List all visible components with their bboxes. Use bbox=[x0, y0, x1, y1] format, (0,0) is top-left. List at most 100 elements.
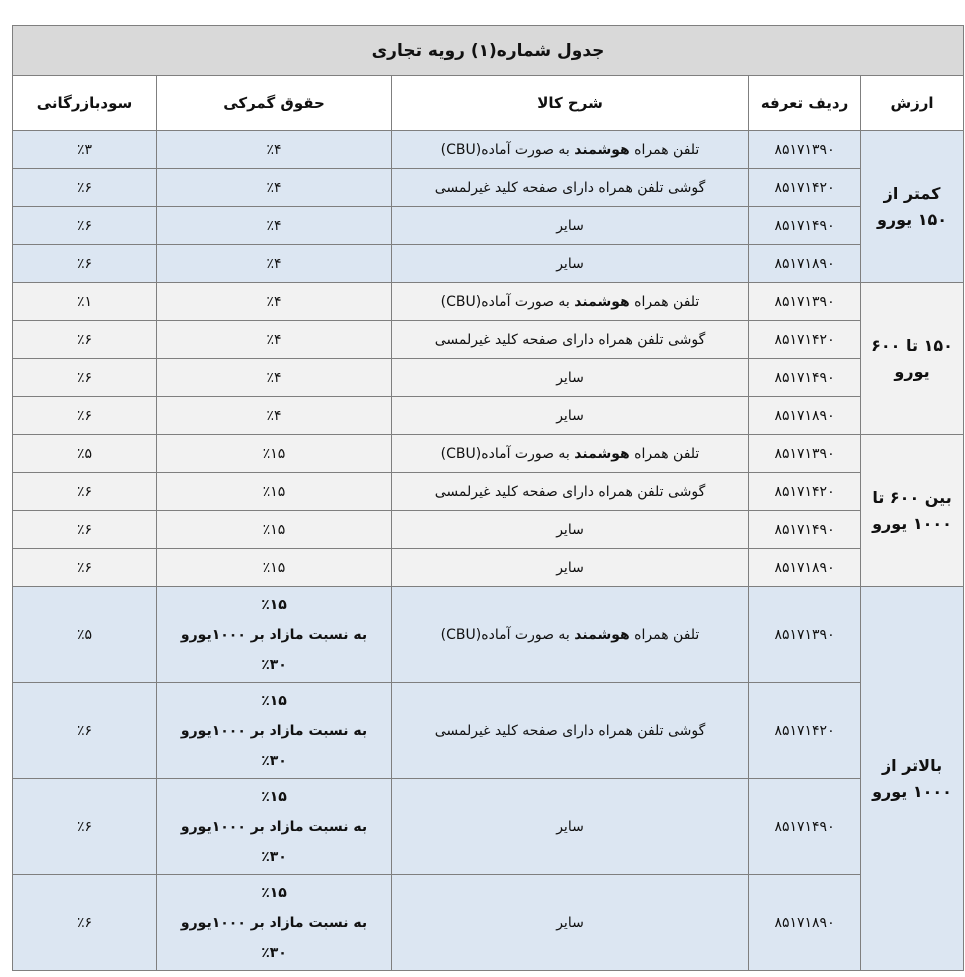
description-cell: تلفن همراه هوشمند به صورت آماده(CBU) bbox=[391, 586, 750, 683]
customs-duty-rate: ٪۴ bbox=[266, 255, 282, 272]
commercial-profit-rate: ٪۶ bbox=[76, 369, 93, 386]
commercial-profit-rate: ٪۶ bbox=[76, 914, 93, 931]
customs-duty-extra-rate: ٪۳۰ bbox=[261, 752, 287, 769]
value-range-label: ۱۰۰۰ یورو bbox=[872, 513, 952, 533]
header-customs-duty: حقوق گمرکی bbox=[156, 75, 393, 131]
customs-duty-cell: ٪۱۵ bbox=[156, 434, 393, 473]
customs-duty-cell: ٪۴ bbox=[156, 320, 393, 359]
commercial-profit-rate: ٪۶ bbox=[76, 407, 93, 424]
table-row: ۸۵۱۷۱۸۹۰ سایر ٪۴ ٪۶ bbox=[11, 396, 964, 435]
description-cell: سایر bbox=[391, 778, 750, 875]
commercial-profit-rate: ٪۶ bbox=[76, 217, 93, 234]
description-cell: سایر bbox=[391, 874, 750, 971]
commercial-profit-cell: ٪۵ bbox=[11, 434, 158, 473]
customs-duty-rate: ٪۴ bbox=[266, 293, 282, 310]
customs-duty-extra-rate: ٪۳۰ bbox=[261, 848, 287, 865]
customs-duty-cell: ٪۴ bbox=[156, 206, 393, 245]
commercial-profit-cell: ٪۶ bbox=[11, 206, 158, 245]
customs-duty-cell: ٪۴ bbox=[156, 244, 393, 283]
tariff-cell: ۸۵۱۷۱۸۹۰ bbox=[748, 548, 862, 587]
description-cell: تلفن همراه هوشمند به صورت آماده(CBU) bbox=[391, 130, 750, 169]
table-row: کمتر از ۱۵۰ یورو ۸۵۱۷۱۳۹۰ تلفن همراه هوشمند… bbox=[11, 130, 965, 283]
tariff-cell: ۸۵۱۷۱۸۹۰ bbox=[748, 244, 862, 283]
commercial-profit-rate: ٪۳ bbox=[76, 141, 93, 158]
value-range-label: بین ۶۰۰ تا bbox=[872, 487, 952, 507]
tariff-cell: ۸۵۱۷۱۳۹۰ bbox=[748, 130, 862, 169]
customs-duty-rate: ٪۴ bbox=[266, 369, 282, 386]
tariff-cell: ۸۵۱۷۱۴۲۰ bbox=[748, 472, 862, 511]
tariff-cell: ۸۵۱۷۱۴۹۰ bbox=[748, 358, 862, 397]
customs-duty-extra-rate: ٪۳۰ bbox=[261, 656, 287, 673]
description-cell: سایر bbox=[391, 510, 750, 549]
customs-duty-cell: ٪۴ bbox=[156, 168, 393, 207]
description-bold: هوشمند bbox=[574, 293, 630, 310]
commercial-profit-cell: ٪۶ bbox=[11, 874, 158, 971]
customs-duty-cell: ٪۴ bbox=[156, 130, 393, 169]
customs-duty-cell: ٪۱۵ bbox=[156, 548, 393, 587]
customs-duty-note: به نسبت مازاد بر ۱۰۰۰یورو bbox=[180, 722, 368, 739]
commercial-profit-cell: ٪۶ bbox=[11, 244, 158, 283]
customs-duty-rate: ٪۱۵ bbox=[261, 884, 287, 901]
tariff-cell: ۸۵۱۷۱۴۲۰ bbox=[748, 168, 862, 207]
commercial-profit-rate: ٪۵ bbox=[76, 445, 93, 462]
commercial-procedure-table: جدول شماره(۱) رویه تجاری ارزش ردیف تعرفه… bbox=[11, 25, 965, 971]
commercial-profit-rate: ٪۱ bbox=[76, 293, 93, 310]
description-cell: گوشی تلفن همراه دارای صفحه کلید غیرلمسی bbox=[391, 682, 750, 779]
table-row: بالاتر از ۱۰۰۰ یورو ۸۵۱۷۱۳۹۰ تلفن همراه هوش… bbox=[11, 586, 965, 971]
customs-duty-note: به نسبت مازاد بر ۱۰۰۰یورو bbox=[180, 626, 368, 643]
customs-duty-extra-rate: ٪۳۰ bbox=[261, 944, 287, 961]
description-cell: سایر bbox=[391, 548, 750, 587]
description-suffix: به صورت آماده(CBU) bbox=[440, 293, 575, 310]
table-row: ۸۵۱۷۱۴۲۰ گوشی تلفن همراه دارای صفحه کلید … bbox=[11, 168, 964, 207]
value-range-label: ۱۰۰۰ یورو bbox=[872, 781, 952, 801]
description-cell: سایر bbox=[391, 396, 750, 435]
commercial-profit-cell: ٪۶ bbox=[11, 396, 158, 435]
description-cell: گوشی تلفن همراه دارای صفحه کلید غیرلمسی bbox=[391, 320, 750, 359]
description-cell: تلفن همراه هوشمند به صورت آماده(CBU) bbox=[391, 434, 750, 473]
commercial-profit-cell: ٪۶ bbox=[11, 168, 158, 207]
table-title: جدول شماره(۱) رویه تجاری bbox=[11, 25, 965, 76]
description-prefix: تلفن همراه bbox=[629, 293, 700, 310]
description-cell: گوشی تلفن همراه دارای صفحه کلید غیرلمسی bbox=[391, 472, 750, 511]
table-row: ۸۵۱۷۱۴۹۰ سایر ٪۱۵ ٪۶ bbox=[11, 510, 964, 549]
commercial-profit-rate: ٪۵ bbox=[76, 626, 93, 643]
table-row: ۸۵۱۷۱۴۲۰ گوشی تلفن همراه دارای صفحه کلید … bbox=[11, 472, 964, 511]
customs-duty-rate: ٪۱۵ bbox=[262, 483, 286, 500]
value-range-cell: کمتر از ۱۵۰ یورو bbox=[860, 130, 965, 283]
commercial-profit-cell: ٪۶ bbox=[11, 682, 158, 779]
description-cell: سایر bbox=[391, 244, 750, 283]
customs-duty-cell: ٪۴ bbox=[156, 396, 393, 435]
value-range-label: بالاتر از bbox=[881, 755, 943, 775]
commercial-profit-rate: ٪۶ bbox=[76, 559, 93, 576]
customs-duty-rate: ٪۱۵ bbox=[262, 521, 286, 538]
tariff-cell: ۸۵۱۷۱۳۹۰ bbox=[748, 586, 862, 683]
commercial-profit-rate: ٪۶ bbox=[76, 818, 93, 835]
customs-duty-rate: ٪۴ bbox=[266, 217, 282, 234]
value-range-cell: ۱۵۰ تا ۶۰۰ یورو bbox=[860, 282, 965, 435]
description-cell: تلفن همراه هوشمند به صورت آماده(CBU) bbox=[391, 282, 750, 321]
tariff-cell: ۸۵۱۷۱۸۹۰ bbox=[748, 396, 862, 435]
value-range-label: یورو bbox=[894, 361, 930, 381]
commercial-profit-rate: ٪۶ bbox=[76, 722, 93, 739]
customs-duty-cell: ٪۱۵ bbox=[156, 472, 393, 511]
customs-duty-cell: ٪۴ bbox=[156, 358, 393, 397]
customs-duty-rate: ٪۱۵ bbox=[261, 692, 287, 709]
header-tariff: ردیف تعرفه bbox=[748, 75, 862, 131]
customs-duty-rate: ٪۱۵ bbox=[261, 596, 287, 613]
commercial-profit-cell: ٪۶ bbox=[11, 778, 158, 875]
header-commercial-profit: سودبازرگانی bbox=[11, 75, 158, 131]
description-suffix: به صورت آماده(CBU) bbox=[440, 445, 575, 462]
customs-duty-rate: ٪۱۵ bbox=[262, 559, 286, 576]
tariff-cell: ۸۵۱۷۱۴۹۰ bbox=[748, 510, 862, 549]
customs-duty-cell: ٪۱۵ به نسبت مازاد بر ۱۰۰۰یورو ٪۳۰ bbox=[156, 874, 393, 971]
commercial-profit-cell: ٪۶ bbox=[11, 472, 158, 511]
description-prefix: تلفن همراه bbox=[629, 141, 700, 158]
tariff-cell: ۸۵۱۷۱۴۹۰ bbox=[748, 206, 862, 245]
value-range-cell: بین ۶۰۰ تا ۱۰۰۰ یورو bbox=[860, 434, 965, 587]
commercial-profit-cell: ٪۶ bbox=[11, 548, 158, 587]
customs-duty-cell: ٪۱۵ به نسبت مازاد بر ۱۰۰۰یورو ٪۳۰ bbox=[156, 778, 393, 875]
table-row: ۸۵۱۷۱۸۹۰ سایر ٪۴ ٪۶ bbox=[11, 244, 964, 283]
customs-duty-rate: ٪۴ bbox=[266, 407, 282, 424]
commercial-profit-rate: ٪۶ bbox=[76, 179, 93, 196]
table-row: بین ۶۰۰ تا ۱۰۰۰ یورو ۸۵۱۷۱۳۹۰ تلفن همراه هو… bbox=[11, 434, 965, 587]
